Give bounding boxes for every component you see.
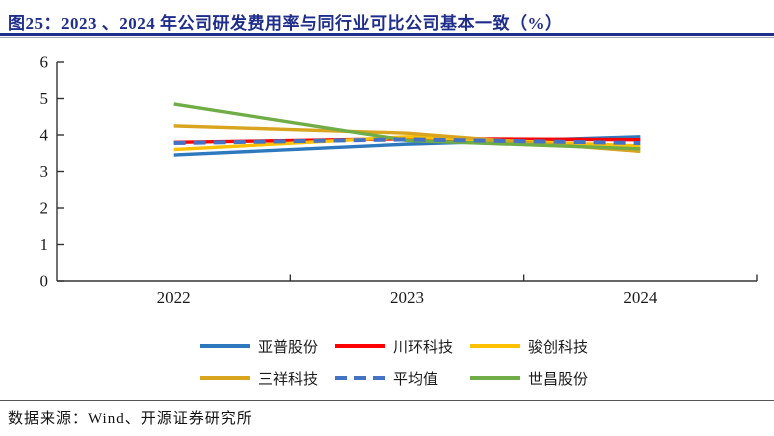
legend-item-shichang: 世昌股份 bbox=[470, 367, 605, 389]
series-line-average bbox=[173, 137, 641, 146]
title-rule-thin bbox=[0, 37, 774, 38]
legend-swatch-shichang bbox=[470, 376, 520, 380]
y-axis-tick-label: 1 bbox=[40, 235, 49, 254]
title-rule bbox=[0, 33, 774, 36]
legend-label-shichang: 世昌股份 bbox=[528, 371, 589, 388]
legend-label-junchuang: 骏创科技 bbox=[528, 339, 589, 356]
legend-swatch-average bbox=[335, 375, 385, 381]
chart-legend: 亚普股份 川环科技 骏创科技三祥科技 平均值 世昌股份 bbox=[200, 335, 605, 389]
legend-label-chuanhuan: 川环科技 bbox=[393, 339, 454, 356]
footer-rule bbox=[0, 400, 774, 401]
x-axis-tick-label: 2023 bbox=[390, 288, 424, 307]
legend-item-sanxiang: 三祥科技 bbox=[200, 367, 335, 389]
x-axis-tick-label: 2022 bbox=[157, 288, 191, 307]
y-axis-tick-label: 3 bbox=[40, 162, 49, 181]
legend-swatch-junchuang bbox=[470, 344, 520, 348]
legend-label-yapp: 亚普股份 bbox=[258, 339, 319, 356]
legend-swatch-chuanhuan bbox=[335, 344, 385, 348]
legend-swatch-sanxiang bbox=[200, 376, 250, 380]
y-axis-tick-label: 4 bbox=[40, 126, 49, 145]
legend-item-junchuang: 骏创科技 bbox=[470, 335, 605, 357]
legend-swatch-yapp bbox=[200, 344, 250, 348]
legend-item-yapp: 亚普股份 bbox=[200, 335, 335, 357]
legend-label-sanxiang: 三祥科技 bbox=[258, 371, 319, 388]
chart-title: 图25：2023 、2024 年公司研发费用率与同行业可比公司基本一致（%） bbox=[8, 14, 563, 33]
x-axis-tick-label: 2024 bbox=[623, 288, 658, 307]
series-line-chuanhuan bbox=[173, 136, 641, 144]
series-line-shichang bbox=[173, 102, 641, 151]
y-axis-tick-label: 6 bbox=[40, 53, 49, 72]
legend-item-chuanhuan: 川环科技 bbox=[335, 335, 470, 357]
y-axis-tick-label: 5 bbox=[40, 89, 49, 108]
data-source-note: 数据来源：Wind、开源证券研究所 bbox=[8, 411, 253, 427]
legend-item-average: 平均值 bbox=[335, 367, 470, 389]
y-axis-tick-label: 0 bbox=[40, 272, 49, 291]
y-axis-tick-label: 2 bbox=[40, 199, 49, 218]
legend-label-average: 平均值 bbox=[393, 371, 439, 388]
